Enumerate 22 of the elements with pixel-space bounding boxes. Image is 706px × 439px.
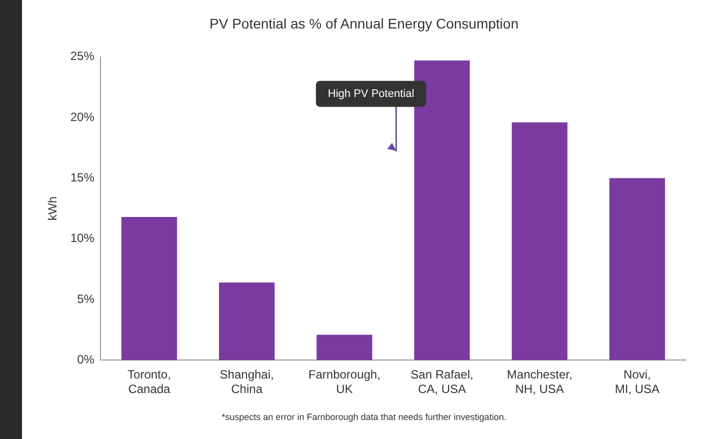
bar — [121, 216, 178, 360]
bar — [414, 60, 470, 360]
bar — [609, 178, 666, 360]
x-tick-label: Novi, MI, USA — [614, 368, 660, 396]
y-tick-label: 20% — [70, 110, 95, 124]
y-tick-label: 5% — [77, 292, 95, 306]
y-axis-title: kWh — [46, 196, 60, 220]
x-tick-label: Manchester, NH, USA — [506, 368, 572, 396]
bar — [512, 122, 568, 360]
x-tick-label: Shanghai, China — [220, 368, 274, 396]
text: *suspects an error in Farnborough data that needs further investigation. — [220, 412, 508, 422]
chart-title: PV Potential as % of Annual Energy Consumption — [210, 15, 518, 32]
y-tick-label: 25% — [70, 49, 95, 64]
y-tick-label: 0% — [77, 352, 95, 367]
annotation: High PV Potential — [328, 88, 414, 100]
bar — [219, 282, 275, 360]
x-tick-label: San Rafael, CA, USA — [410, 368, 474, 396]
x-tick-label: Toronto, Canada — [128, 368, 171, 396]
bar — [316, 334, 372, 360]
x-tick-label: Farnborough, UK — [308, 368, 380, 396]
y-tick-label: 15% — [70, 170, 95, 184]
y-tick-label: 10% — [70, 231, 95, 246]
